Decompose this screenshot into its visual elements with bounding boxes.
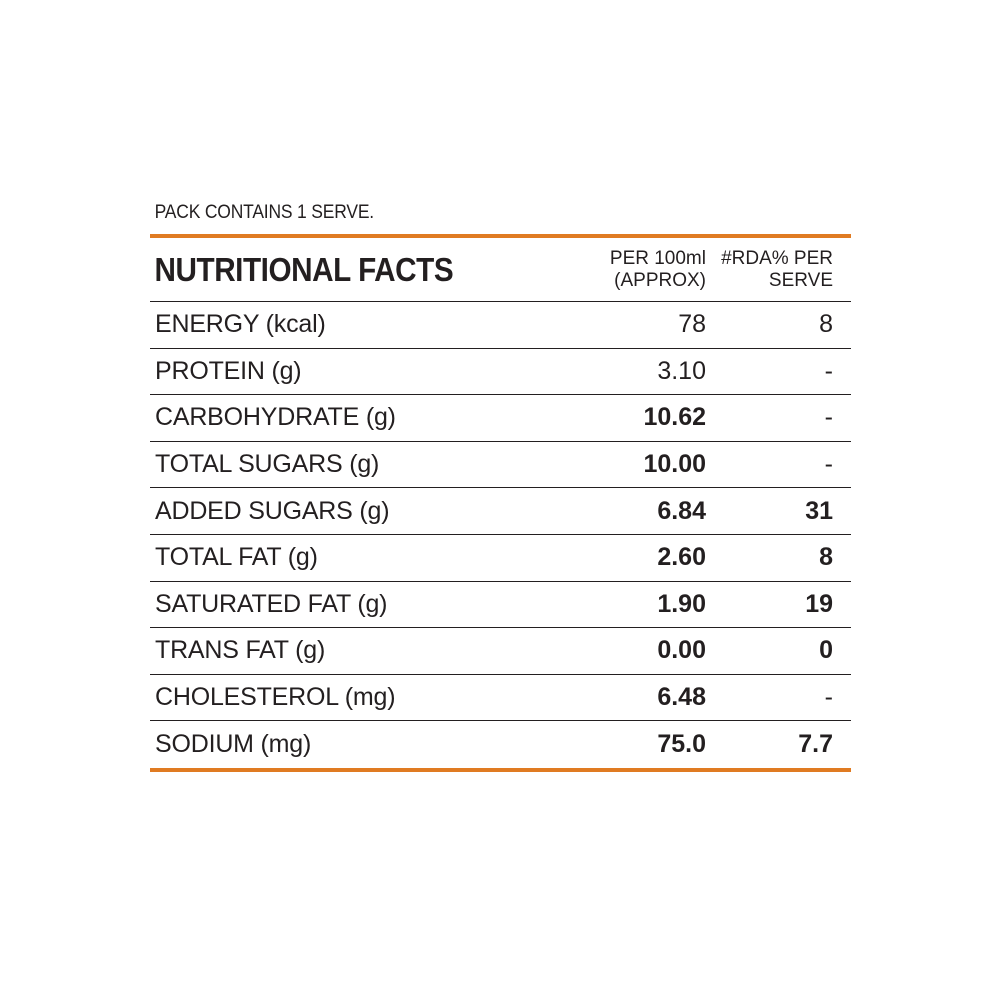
nutrient-label: TOTAL FAT (g) bbox=[155, 543, 318, 572]
nutrient-label: TRANS FAT (g) bbox=[155, 636, 326, 665]
table-title: NUTRITIONAL FACTS bbox=[154, 250, 454, 288]
per-100ml-value: 75.0 bbox=[657, 730, 706, 759]
per-100ml-value: 6.84 bbox=[657, 496, 706, 525]
table-row: TRANS FAT (g) 0.00 0 bbox=[150, 628, 851, 675]
rda-value: 31 bbox=[805, 496, 833, 525]
table-row: TOTAL SUGARS (g) 10.00 - bbox=[150, 442, 851, 489]
table-row: SODIUM (mg) 75.0 7.7 bbox=[150, 721, 851, 768]
column-header-per-100ml: PER 100ml (APPROX) bbox=[609, 247, 706, 291]
table-row: TOTAL FAT (g) 2.60 8 bbox=[150, 535, 851, 582]
rda-value: - bbox=[824, 450, 833, 479]
rda-value: 8 bbox=[819, 543, 833, 572]
table-header: NUTRITIONAL FACTS PER 100ml (APPROX) #RD… bbox=[150, 238, 851, 302]
rda-value: - bbox=[824, 403, 833, 432]
column-header-rda: #RDA% PER SERVE bbox=[721, 247, 833, 291]
top-orange-rule bbox=[150, 234, 851, 238]
nutrition-facts-panel: PACK CONTAINS 1 SERVE. NUTRITIONAL FACTS… bbox=[150, 196, 851, 772]
per-100ml-value: 10.62 bbox=[643, 403, 706, 432]
per-100ml-value: 6.48 bbox=[657, 683, 706, 712]
rda-value: 7.7 bbox=[798, 730, 833, 759]
rda-value: - bbox=[824, 356, 833, 385]
nutrient-label: ENERGY (kcal) bbox=[155, 310, 326, 339]
per-100ml-value: 10.00 bbox=[643, 450, 706, 479]
table-row: SATURATED FAT (g) 1.90 19 bbox=[150, 582, 851, 629]
rda-value: - bbox=[824, 683, 833, 712]
per-100ml-value: 2.60 bbox=[657, 543, 706, 572]
table-row: PROTEIN (g) 3.10 - bbox=[150, 349, 851, 396]
rda-value: 0 bbox=[819, 636, 833, 665]
per-100ml-value: 1.90 bbox=[657, 589, 706, 618]
nutrient-label: PROTEIN (g) bbox=[155, 356, 302, 385]
nutrient-label: ADDED SUGARS (g) bbox=[155, 496, 390, 525]
nutrient-label: CHOLESTEROL (mg) bbox=[155, 683, 396, 712]
nutrient-label: TOTAL SUGARS (g) bbox=[155, 450, 380, 479]
per-100ml-value: 3.10 bbox=[657, 356, 706, 385]
rda-value: 8 bbox=[819, 310, 833, 339]
rda-value: 19 bbox=[805, 589, 833, 618]
bottom-orange-rule bbox=[150, 767, 851, 772]
table-row: ADDED SUGARS (g) 6.84 31 bbox=[150, 488, 851, 535]
per-100ml-value: 0.00 bbox=[657, 636, 706, 665]
table-row: CARBOHYDRATE (g) 10.62 - bbox=[150, 395, 851, 442]
table-row: ENERGY (kcal) 78 8 bbox=[150, 302, 851, 349]
pack-contains-note: PACK CONTAINS 1 SERVE. bbox=[154, 202, 375, 223]
per-100ml-value: 78 bbox=[678, 310, 706, 339]
nutrient-label: SODIUM (mg) bbox=[155, 730, 312, 759]
nutrient-label: SATURATED FAT (g) bbox=[155, 589, 388, 618]
table-row: CHOLESTEROL (mg) 6.48 - bbox=[150, 675, 851, 722]
nutrient-label: CARBOHYDRATE (g) bbox=[155, 403, 396, 432]
